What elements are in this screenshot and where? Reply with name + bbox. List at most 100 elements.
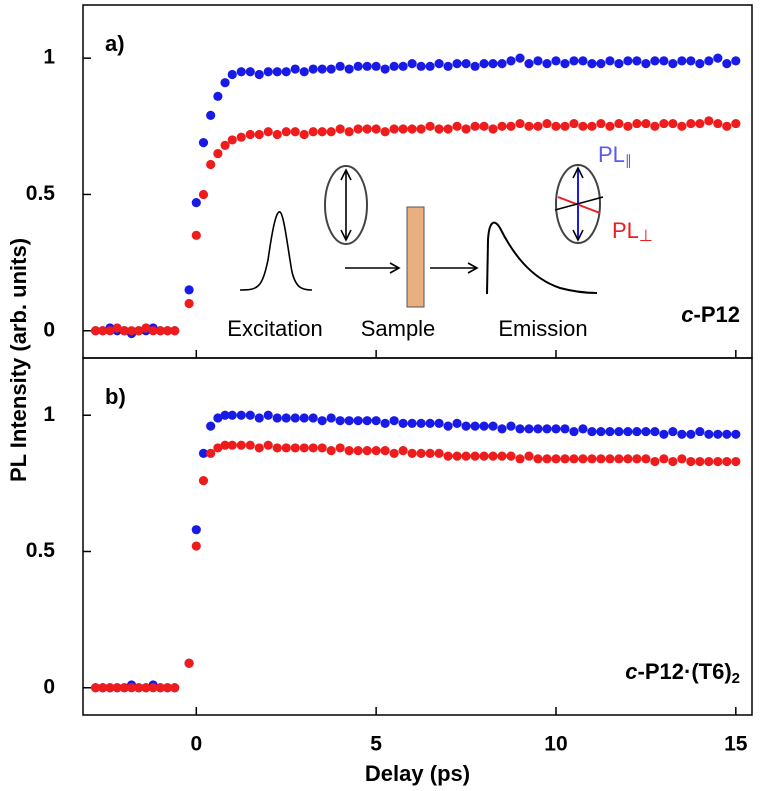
pl-sub: ⊥	[639, 228, 653, 245]
data-point	[479, 421, 489, 431]
data-point	[326, 64, 336, 74]
data-point	[263, 440, 273, 450]
data-point	[497, 59, 507, 69]
data-point	[344, 416, 354, 426]
data-point	[155, 683, 165, 693]
pl-sub: ∥	[625, 152, 632, 168]
data-point	[407, 124, 417, 134]
sample-slab	[406, 206, 425, 308]
x-tick-label: 0	[190, 733, 202, 756]
data-point	[524, 424, 534, 434]
data-point	[317, 443, 327, 453]
data-point	[731, 456, 741, 467]
data-point	[198, 189, 209, 200]
data-point	[362, 446, 372, 456]
data-point	[362, 416, 372, 426]
data-point	[148, 326, 158, 336]
data-point	[677, 429, 687, 439]
data-point	[524, 451, 534, 461]
data-point	[105, 326, 115, 336]
data-point	[335, 416, 345, 426]
data-point	[299, 67, 309, 77]
data-point	[98, 683, 108, 693]
y-tick-label: 0	[43, 675, 55, 698]
data-point	[371, 61, 381, 71]
data-point	[506, 121, 516, 131]
excitation-pulse	[239, 211, 313, 291]
data-point	[206, 448, 216, 458]
data-point	[587, 59, 597, 69]
data-point	[722, 456, 732, 467]
data-point	[605, 454, 615, 464]
data-point	[236, 440, 246, 450]
data-point	[488, 124, 498, 134]
data-point	[704, 429, 714, 439]
sample-label: c-P12·(T6)2	[625, 659, 740, 687]
data-point	[98, 326, 108, 336]
data-point	[542, 454, 552, 464]
data-point	[335, 124, 345, 134]
data-point	[344, 64, 354, 74]
data-point	[263, 127, 273, 137]
data-point	[254, 129, 264, 140]
data-point	[416, 448, 426, 458]
pl-text: PL	[612, 218, 639, 243]
data-point	[470, 61, 480, 71]
data-point	[236, 132, 246, 142]
data-point	[461, 421, 471, 431]
data-point	[587, 121, 597, 131]
panel-label: b)	[105, 384, 126, 409]
data-point	[407, 448, 417, 458]
data-point	[659, 118, 669, 129]
data-point	[206, 421, 216, 431]
data-point	[353, 124, 363, 134]
data-point	[112, 323, 122, 333]
data-point	[443, 451, 453, 461]
data-point	[416, 418, 426, 429]
data-point	[254, 69, 264, 80]
data-point	[155, 326, 165, 336]
data-point	[632, 426, 642, 437]
data-point	[119, 683, 129, 693]
data-point	[434, 448, 444, 458]
data-point	[623, 426, 633, 437]
y-tick-label: 1	[43, 46, 55, 69]
data-point	[686, 429, 696, 439]
data-point	[596, 59, 606, 69]
data-point	[290, 64, 300, 74]
data-point	[245, 440, 255, 450]
data-point	[677, 56, 687, 66]
data-point	[632, 56, 642, 66]
data-point	[184, 285, 194, 295]
data-point	[623, 454, 633, 464]
pl-perp-label: PL⊥	[612, 218, 653, 245]
data-point	[371, 124, 381, 134]
y-tick-label: 0	[43, 318, 55, 341]
data-point	[461, 124, 471, 134]
data-point	[227, 135, 237, 145]
data-point	[335, 61, 345, 71]
plot-frame	[82, 357, 753, 716]
data-point	[551, 424, 561, 434]
data-point	[213, 148, 223, 159]
data-point	[668, 59, 678, 69]
data-point	[614, 426, 624, 437]
data-point	[569, 56, 579, 66]
data-point	[497, 424, 507, 434]
data-point	[170, 326, 180, 336]
data-point	[220, 410, 230, 420]
data-point	[326, 413, 336, 423]
data-point	[198, 138, 209, 148]
data-point	[614, 59, 624, 69]
data-point	[317, 127, 327, 137]
data-point	[515, 454, 525, 464]
data-point	[245, 410, 255, 420]
data-point	[380, 64, 390, 74]
data-point	[704, 116, 714, 126]
data-point	[587, 426, 597, 437]
data-point	[578, 454, 588, 464]
data-point	[389, 124, 399, 134]
data-point	[506, 421, 516, 431]
data-point	[515, 53, 525, 63]
